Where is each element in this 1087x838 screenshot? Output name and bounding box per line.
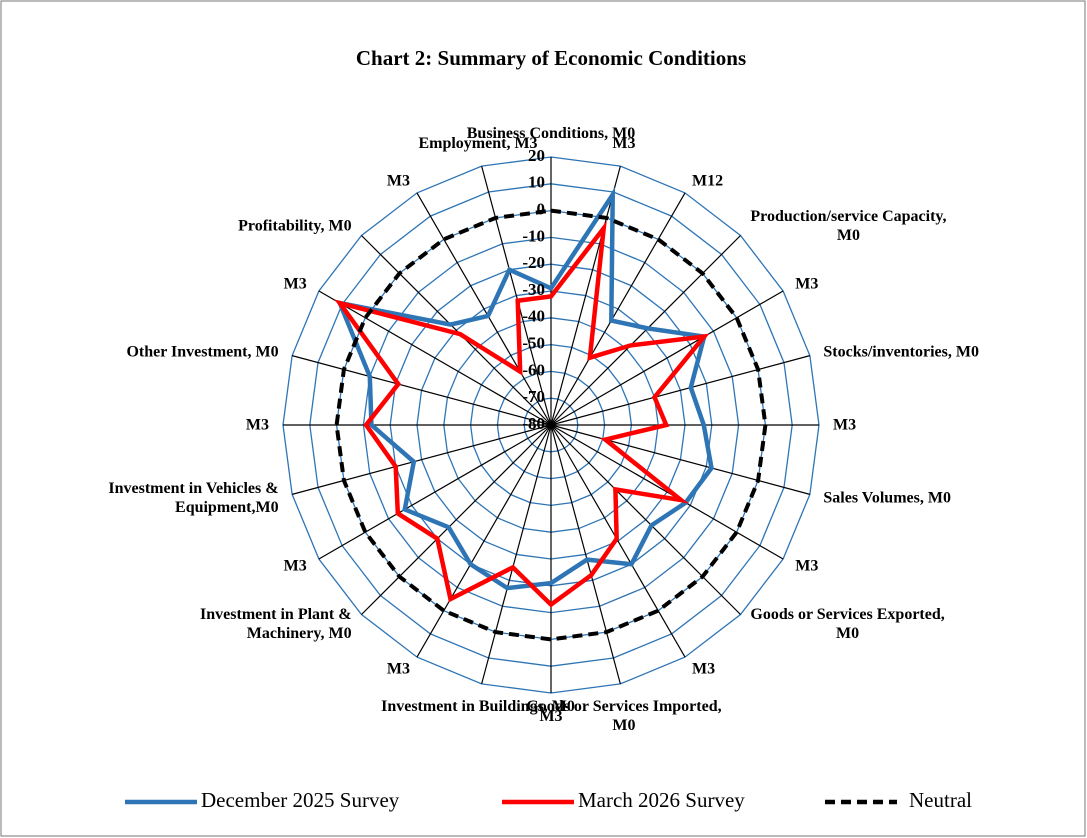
tick-label: 0 bbox=[537, 200, 546, 219]
category-label: Profitability, M0 bbox=[238, 217, 352, 235]
category-label: M3 bbox=[386, 172, 410, 190]
spoke bbox=[481, 424, 552, 685]
spoke bbox=[416, 424, 552, 658]
spoke bbox=[550, 424, 741, 615]
tick-label: 20 bbox=[528, 146, 545, 165]
spoke bbox=[361, 235, 552, 426]
spoke bbox=[550, 290, 784, 426]
spoke bbox=[550, 424, 784, 560]
category-label: M12 bbox=[692, 172, 724, 190]
tick-label: -40 bbox=[522, 307, 545, 326]
category-label: Stocks/inventories, M0 bbox=[823, 343, 979, 361]
tick-label: -10 bbox=[522, 226, 545, 245]
category-label: M3 bbox=[283, 557, 307, 575]
category-label: M3 bbox=[692, 660, 716, 678]
category-label: Employment, M3 bbox=[418, 134, 538, 152]
spoke bbox=[550, 424, 686, 658]
category-label: M3 bbox=[539, 708, 563, 725]
category-label: Goods or Services Exported, M0 bbox=[750, 606, 945, 643]
spoke bbox=[291, 424, 552, 495]
tick-label: 10 bbox=[528, 173, 545, 192]
category-label: Other Investment, M0 bbox=[126, 343, 279, 361]
category-label: M3 bbox=[795, 275, 819, 293]
series-line bbox=[334, 220, 710, 608]
category-label: M3 bbox=[833, 416, 857, 434]
spoke bbox=[481, 165, 552, 426]
spoke bbox=[318, 290, 552, 426]
tick-label: -80 bbox=[522, 414, 545, 433]
category-label: Investment in Plant & Machinery, M0 bbox=[200, 606, 352, 643]
spoke bbox=[550, 235, 741, 426]
spoke bbox=[550, 192, 686, 426]
legend-label: December 2025 Survey bbox=[201, 788, 400, 812]
category-label: M3 bbox=[612, 134, 636, 152]
spoke bbox=[291, 355, 552, 426]
category-label: Business Conditions, M0 bbox=[466, 125, 636, 142]
category-label: Investment in Vehicles & Equipment,M0 bbox=[108, 479, 279, 516]
spoke bbox=[550, 424, 621, 685]
tick-label: -60 bbox=[522, 360, 545, 379]
spoke bbox=[361, 424, 552, 615]
tick-label: -30 bbox=[522, 280, 545, 299]
legend-label: Neutral bbox=[909, 788, 972, 812]
spoke bbox=[550, 165, 621, 426]
category-label: Production/service Capacity, M0 bbox=[750, 207, 947, 244]
chart-title: Chart 2: Summary of Economic Conditions bbox=[356, 46, 746, 70]
legend-label: March 2026 Survey bbox=[578, 788, 745, 812]
category-label: Goods or Services Imported, M0 bbox=[526, 698, 722, 735]
tick-label: -20 bbox=[522, 253, 545, 272]
category-label: M3 bbox=[386, 660, 410, 678]
spoke bbox=[416, 192, 552, 426]
spoke bbox=[550, 424, 811, 495]
tick-label: -70 bbox=[522, 387, 545, 406]
tick-label: -50 bbox=[522, 334, 545, 353]
category-label: M3 bbox=[245, 416, 269, 434]
spoke bbox=[550, 355, 811, 426]
category-label: M3 bbox=[283, 275, 307, 293]
category-label: Sales Volumes, M0 bbox=[823, 489, 951, 507]
spoke bbox=[318, 424, 552, 560]
category-label: Investment in Buildings, M0 bbox=[381, 698, 575, 716]
category-label: M3 bbox=[795, 557, 819, 575]
